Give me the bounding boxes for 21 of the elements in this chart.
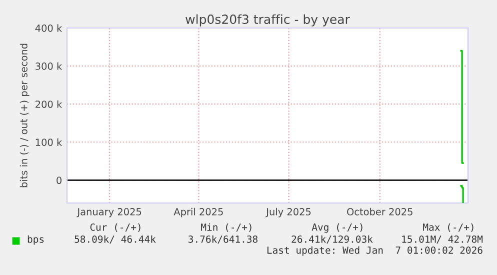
x-tick-label: April 2025 xyxy=(174,208,223,218)
legend-label: bps xyxy=(28,235,44,245)
text: 3.76k/641.38 xyxy=(188,235,258,244)
y-tick-label: 0 xyxy=(56,176,62,184)
text: Cur (-/+) xyxy=(90,223,140,232)
y-tick-label: 100 k xyxy=(36,138,62,146)
text: Max (-/+) xyxy=(423,223,474,232)
text: Last update: Wed Jan 7 01:00:02 2026 xyxy=(267,246,482,256)
y-tick-label: 200 k xyxy=(36,100,62,108)
text: 15.01M/ 42.78M xyxy=(402,235,483,244)
y-tick-label: 400 k xyxy=(35,24,62,32)
x-tick-label: January 2025 xyxy=(76,208,142,218)
x-tick-label: October 2025 xyxy=(347,208,412,216)
x-tick-label: July 2025 xyxy=(266,208,311,218)
y-tick-label: 300 k xyxy=(36,62,62,70)
text: Min (-/+) xyxy=(201,223,252,232)
text: 58.09k/ 46.44k xyxy=(74,235,156,244)
text: 26.41k/129.03k xyxy=(292,235,373,244)
y-axis-title: bits in (-) / out (+) per second xyxy=(20,44,30,188)
text: Avg (-/+) xyxy=(312,223,362,233)
chart-title: wlp0s20f3 traffic - by year xyxy=(186,14,350,26)
